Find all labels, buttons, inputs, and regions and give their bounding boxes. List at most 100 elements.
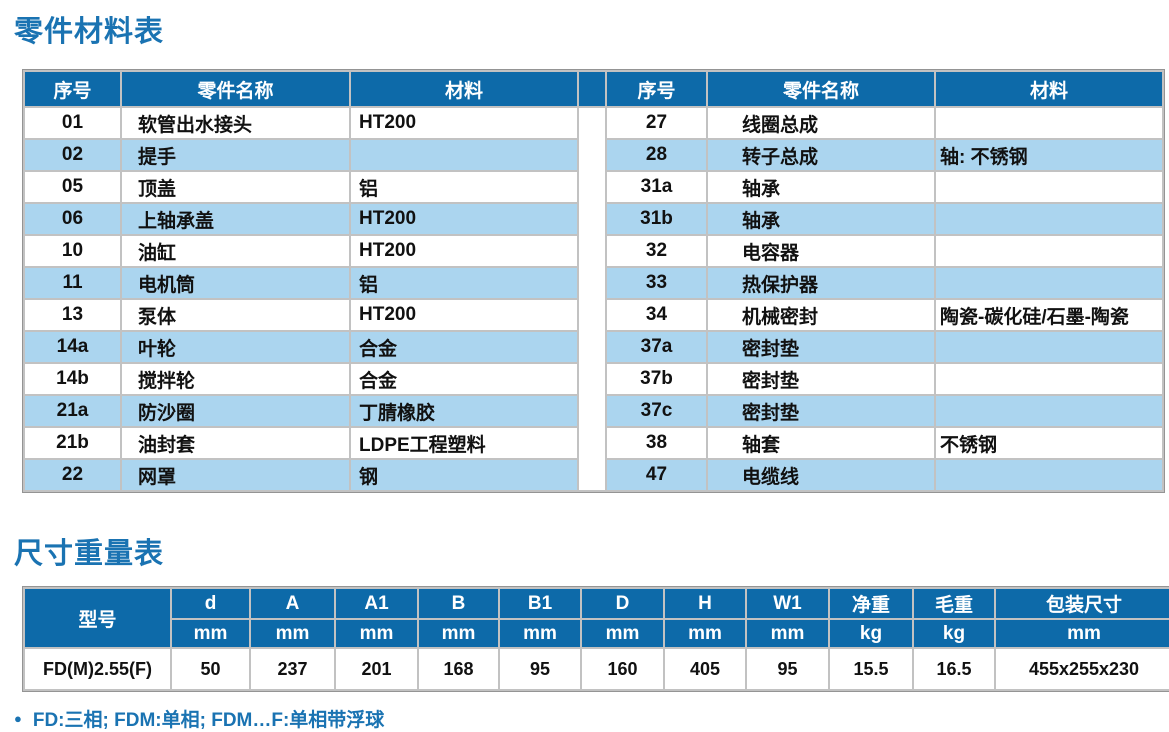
- part-name-cell: 密封垫: [708, 364, 934, 394]
- part-no-cell: 02: [25, 140, 120, 170]
- dim-value-cell: 405: [665, 649, 745, 689]
- dim-col-label: A1: [336, 589, 417, 618]
- dim-col-unit: kg: [914, 620, 994, 647]
- part-name-cell: 轴承: [708, 204, 934, 234]
- part-material-cell: 合金: [351, 364, 577, 394]
- part-name-cell: 密封垫: [708, 332, 934, 362]
- dims-units-row: mm mm mm mm mm mm mm mm kg kg mm: [25, 620, 1169, 647]
- part-no-cell: 31a: [607, 172, 706, 202]
- col-header-name-right: 零件名称: [708, 72, 934, 106]
- parts-row: 14a 叶轮 合金 37a 密封垫: [25, 332, 1162, 362]
- dim-col-unit: mm: [996, 620, 1169, 647]
- part-material-cell: 钢: [351, 460, 577, 490]
- col-header-name-left: 零件名称: [122, 72, 349, 106]
- parts-table-body: 01 软管出水接头 HT200 27 线圈总成 02 提手 28 转子总成 轴: 不锈钢 05 顶盖铝…: [25, 108, 1162, 490]
- part-no-cell: 21a: [25, 396, 120, 426]
- dim-value-cell: 168: [419, 649, 498, 689]
- parts-row: 10 油缸 HT200 32 电容器: [25, 236, 1162, 266]
- part-name-cell: 油封套: [122, 428, 349, 458]
- dim-col-unit: mm: [665, 620, 745, 647]
- part-name-cell: 上轴承盖: [122, 204, 349, 234]
- parts-row: 21b 油封套 LDPE工程塑料 38 轴套 不锈钢: [25, 428, 1162, 458]
- bullet-icon: ●: [14, 711, 22, 726]
- part-material-cell: LDPE工程塑料: [351, 428, 577, 458]
- part-no-cell: 13: [25, 300, 120, 330]
- dim-col-label: d: [172, 589, 249, 618]
- part-name-cell: 防沙圈: [122, 396, 349, 426]
- dim-col-label: B: [419, 589, 498, 618]
- dim-value-cell: 455x255x230: [996, 649, 1169, 689]
- dim-col-label: A: [251, 589, 334, 618]
- part-no-cell: 37c: [607, 396, 706, 426]
- part-material-cell: [936, 268, 1162, 298]
- dim-value-cell: 201: [336, 649, 417, 689]
- part-material-cell: [936, 204, 1162, 234]
- parts-row: 02 提手 28 转子总成 轴: 不锈钢: [25, 140, 1162, 170]
- part-material-cell: 不锈钢: [936, 428, 1162, 458]
- part-no-cell: 33: [607, 268, 706, 298]
- part-no-cell: 37a: [607, 332, 706, 362]
- dim-value-cell: 16.5: [914, 649, 994, 689]
- part-no-cell: 37b: [607, 364, 706, 394]
- part-material-cell: [936, 364, 1162, 394]
- col-header-no-left: 序号: [25, 72, 120, 106]
- parts-header-row: 序号 零件名称 材料 序号 零件名称 材料: [25, 72, 1162, 106]
- parts-row: 11 电机筒铝 33 热保护器: [25, 268, 1162, 298]
- dim-col-unit: mm: [419, 620, 498, 647]
- footnote-text: FD:三相; FDM:单相; FDM…F:单相带浮球: [32, 710, 385, 731]
- part-name-cell: 油缸: [122, 236, 349, 266]
- part-no-cell: 27: [607, 108, 706, 138]
- col-header-material-left: 材料: [351, 72, 577, 106]
- dim-col-label: W1: [747, 589, 828, 618]
- parts-table-title: 零件材料表: [14, 16, 165, 48]
- part-no-cell: 11: [25, 268, 120, 298]
- dims-row: FD(M)2.55(F) 50 237 201 168 95 160 405 95 15.5 16.…: [25, 649, 1169, 689]
- part-material-cell: [936, 460, 1162, 490]
- part-no-cell: 22: [25, 460, 120, 490]
- dim-col-unit: mm: [251, 620, 334, 647]
- part-name-cell: 泵体: [122, 300, 349, 330]
- dim-value-cell: 160: [582, 649, 663, 689]
- dim-value-cell: 237: [251, 649, 334, 689]
- part-name-cell: 电容器: [708, 236, 934, 266]
- part-no-cell: 32: [607, 236, 706, 266]
- col-header-material-right: 材料: [936, 72, 1162, 106]
- dims-header-row: 型号 d A A1 B B1 D H W1 净重 毛重 包装尺寸: [25, 589, 1169, 647]
- part-material-cell: 合金: [351, 332, 577, 362]
- part-material-cell: 陶瓷-碳化硅/石墨-陶瓷: [936, 300, 1162, 330]
- table-gap-header: [579, 72, 605, 106]
- part-no-cell: 31b: [607, 204, 706, 234]
- part-name-cell: 转子总成: [708, 140, 934, 170]
- part-name-cell: 轴套: [708, 428, 934, 458]
- part-name-cell: 软管出水接头: [122, 108, 349, 138]
- part-material-cell: [936, 396, 1162, 426]
- dim-col-unit: mm: [582, 620, 663, 647]
- parts-material-table: 序号 零件名称 材料 序号 零件名称 材料 01 软管出水接头 HT200 27 线圈总…: [22, 69, 1165, 493]
- dim-value-cell: 50: [172, 649, 249, 689]
- dim-value-cell: 95: [747, 649, 828, 689]
- part-no-cell: 28: [607, 140, 706, 170]
- part-no-cell: 14a: [25, 332, 120, 362]
- dim-col-label: 毛重: [914, 589, 994, 618]
- dims-table-title: 尺寸重量表: [14, 538, 165, 570]
- part-no-cell: 38: [607, 428, 706, 458]
- col-header-no-right: 序号: [607, 72, 706, 106]
- part-no-cell: 01: [25, 108, 120, 138]
- model-cell: FD(M)2.55(F): [25, 649, 170, 689]
- part-material-cell: 铝: [351, 172, 577, 202]
- part-name-cell: 密封垫: [708, 396, 934, 426]
- part-material-cell: HT200: [351, 108, 577, 138]
- part-material-cell: 丁腈橡胶: [351, 396, 577, 426]
- part-name-cell: 电缆线: [708, 460, 934, 490]
- dim-col-unit: mm: [172, 620, 249, 647]
- parts-row: 13 泵体 HT200 34 机械密封 陶瓷-碳化硅/石墨-陶瓷: [25, 300, 1162, 330]
- part-name-cell: 提手: [122, 140, 349, 170]
- part-name-cell: 机械密封: [708, 300, 934, 330]
- dim-col-unit: mm: [336, 620, 417, 647]
- part-no-cell: 14b: [25, 364, 120, 394]
- part-name-cell: 电机筒: [122, 268, 349, 298]
- part-material-cell: 铝: [351, 268, 577, 298]
- part-name-cell: 网罩: [122, 460, 349, 490]
- dimensions-weight-table: 型号 d A A1 B B1 D H W1 净重 毛重 包装尺寸 mm mm mm mm mm mm mm mm k…: [22, 586, 1169, 692]
- footnote: ● FD:三相; FDM:单相; FDM…F:单相带浮球: [14, 705, 1169, 732]
